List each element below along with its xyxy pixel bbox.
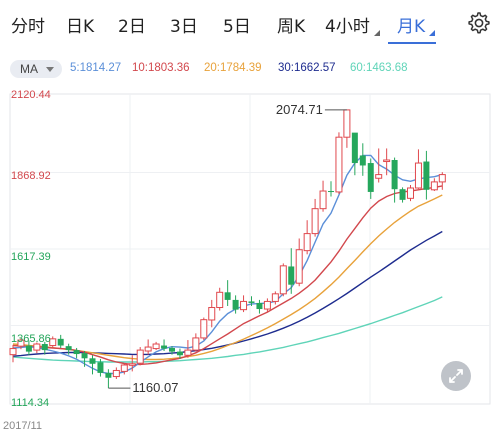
tab-intraday[interactable]: 分时 (11, 17, 45, 37)
candle-down (57, 338, 64, 346)
tab-3-day[interactable]: 3日 (170, 17, 198, 37)
ma5-value: 5:1814.27 (70, 62, 122, 74)
candle-up (414, 162, 422, 189)
candle-up (33, 343, 41, 351)
gear-icon[interactable] (467, 11, 491, 35)
candle-up (152, 343, 160, 350)
candle-up (311, 208, 319, 235)
expand-icon[interactable] (441, 361, 471, 391)
candle-up (208, 307, 216, 321)
candle-up (240, 300, 248, 311)
candle-down (41, 344, 48, 351)
candlestick-chart[interactable]: 2074.71 1160.07 (0, 86, 499, 416)
x-axis-date-label: 2017/11 (3, 420, 42, 432)
candle-down (423, 161, 430, 190)
candle-up (335, 136, 343, 193)
candle-up (120, 364, 128, 372)
candle-down (65, 346, 72, 351)
candle-up (343, 109, 351, 138)
candle-down (288, 266, 295, 285)
candle-up (136, 349, 144, 364)
candle-up (375, 174, 383, 179)
tab-5-day[interactable]: 5日 (223, 17, 251, 37)
candle-down (97, 362, 104, 373)
candle-down (232, 299, 239, 310)
candle-up (200, 319, 208, 339)
tab-monthly-k[interactable]: 月K (397, 12, 436, 37)
price-axis-label-4: 1365.86 (11, 333, 51, 345)
candle-up (216, 291, 224, 309)
candle-down (105, 372, 112, 378)
tab-2-day[interactable]: 2日 (118, 17, 146, 37)
dropdown-corner-icon (429, 30, 436, 36)
candle-up (112, 369, 120, 378)
candle-down (25, 345, 32, 352)
candle-up (407, 187, 414, 199)
ma-selector-dropdown[interactable]: MA (10, 60, 62, 78)
tab-weekly-k[interactable]: 周K (277, 17, 306, 37)
candle-down (256, 302, 263, 310)
candle-up (271, 293, 279, 302)
high-price-label: 2074.71 (276, 102, 323, 117)
tab-4-hour[interactable]: 4小时 (325, 12, 380, 37)
candle-down (391, 160, 398, 190)
price-axis-label-3: 1617.39 (11, 251, 51, 263)
candle-up (128, 363, 136, 366)
candle-down (351, 132, 358, 164)
tab-monthly-k-label: 月K (397, 17, 426, 37)
ma-line-ma5 (12, 154, 443, 375)
ma60-value: 60:1463.68 (350, 62, 408, 74)
ma-line-ma10 (12, 185, 443, 366)
candle-up (144, 346, 152, 352)
candle-up (430, 181, 438, 191)
candle-down (367, 163, 374, 192)
ma20-value: 20:1784.39 (204, 62, 262, 74)
candle-down (73, 350, 80, 355)
candle-down (81, 353, 88, 359)
ma-legend-row: MA 5:1814.27 10:1803.36 20:1784.39 30:16… (0, 58, 499, 80)
candle-up (303, 233, 311, 252)
candle-up (438, 174, 446, 183)
period-tab-bar: 分时 日K 2日 3日 5日 周K 4小时 月K (0, 0, 499, 48)
ma-selector-label: MA (20, 62, 38, 76)
dropdown-corner-icon (373, 30, 380, 36)
candle-down (176, 351, 183, 356)
ma30-value: 30:1662.57 (278, 62, 336, 74)
price-axis-label-max: 2120.44 (11, 89, 51, 101)
candle-up (263, 300, 271, 310)
candle-up (319, 190, 327, 210)
candle-down (399, 189, 406, 200)
candle-up (192, 337, 200, 351)
price-axis-label-2: 1868.92 (11, 170, 51, 182)
candle-down (224, 292, 231, 300)
ma10-value: 10:1803.36 (132, 62, 190, 74)
candle-up (184, 349, 192, 356)
candle-down (89, 358, 96, 364)
candle-down (169, 347, 175, 352)
candle-down (248, 301, 255, 303)
candle-up (17, 339, 25, 347)
candle-up (49, 338, 57, 347)
candle-up (9, 348, 17, 356)
tab-daily-k[interactable]: 日K (66, 17, 95, 37)
candle-down (328, 191, 334, 193)
chevron-down-icon (46, 67, 54, 72)
low-price-label: 1160.07 (132, 380, 178, 395)
price-axis-label-min: 1114.34 (11, 397, 50, 409)
active-tab-indicator (388, 42, 436, 44)
candle-up (279, 265, 287, 295)
candle-up (295, 249, 303, 284)
candle-down (359, 155, 366, 166)
candle-down (161, 345, 168, 349)
candle-up (383, 159, 391, 163)
tab-4-hour-label: 4小时 (325, 17, 370, 37)
